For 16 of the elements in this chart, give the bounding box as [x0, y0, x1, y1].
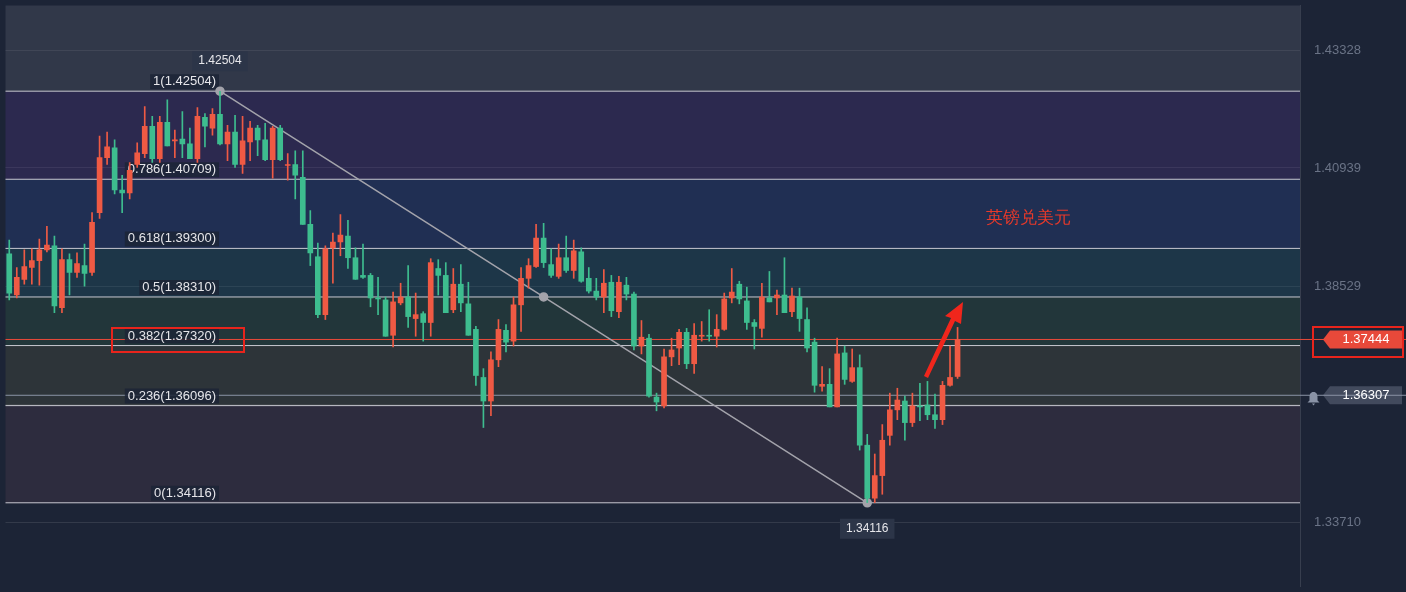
ref-line-label: 0.618(1.39300): [127, 230, 216, 246]
y-tick-label: 1.38529: [1314, 277, 1361, 293]
y-tick-label: 1.40939: [1314, 159, 1361, 175]
y-tick-label: 1.43328: [1314, 42, 1361, 58]
ref-line-label: 0.236(1.36096): [127, 387, 216, 403]
ref-line-label: 1.36307: [1342, 386, 1390, 402]
ref-line-label: 0.382(1.37320): [127, 327, 216, 343]
point: [538, 292, 549, 302]
ref-line-label: 1(1.42504): [153, 73, 216, 89]
ref-line-label: 1.37444: [1342, 331, 1390, 347]
annotation: 1.34116: [846, 521, 889, 536]
ref-line-label: 0(1.34116): [154, 484, 216, 500]
y-tick-label: 1.33710: [1314, 514, 1361, 530]
annotation: 英镑兑美元: [985, 208, 1071, 228]
annotation: 1.42504: [198, 53, 242, 68]
ref-line-label: 0.5(1.38310): [142, 279, 216, 295]
